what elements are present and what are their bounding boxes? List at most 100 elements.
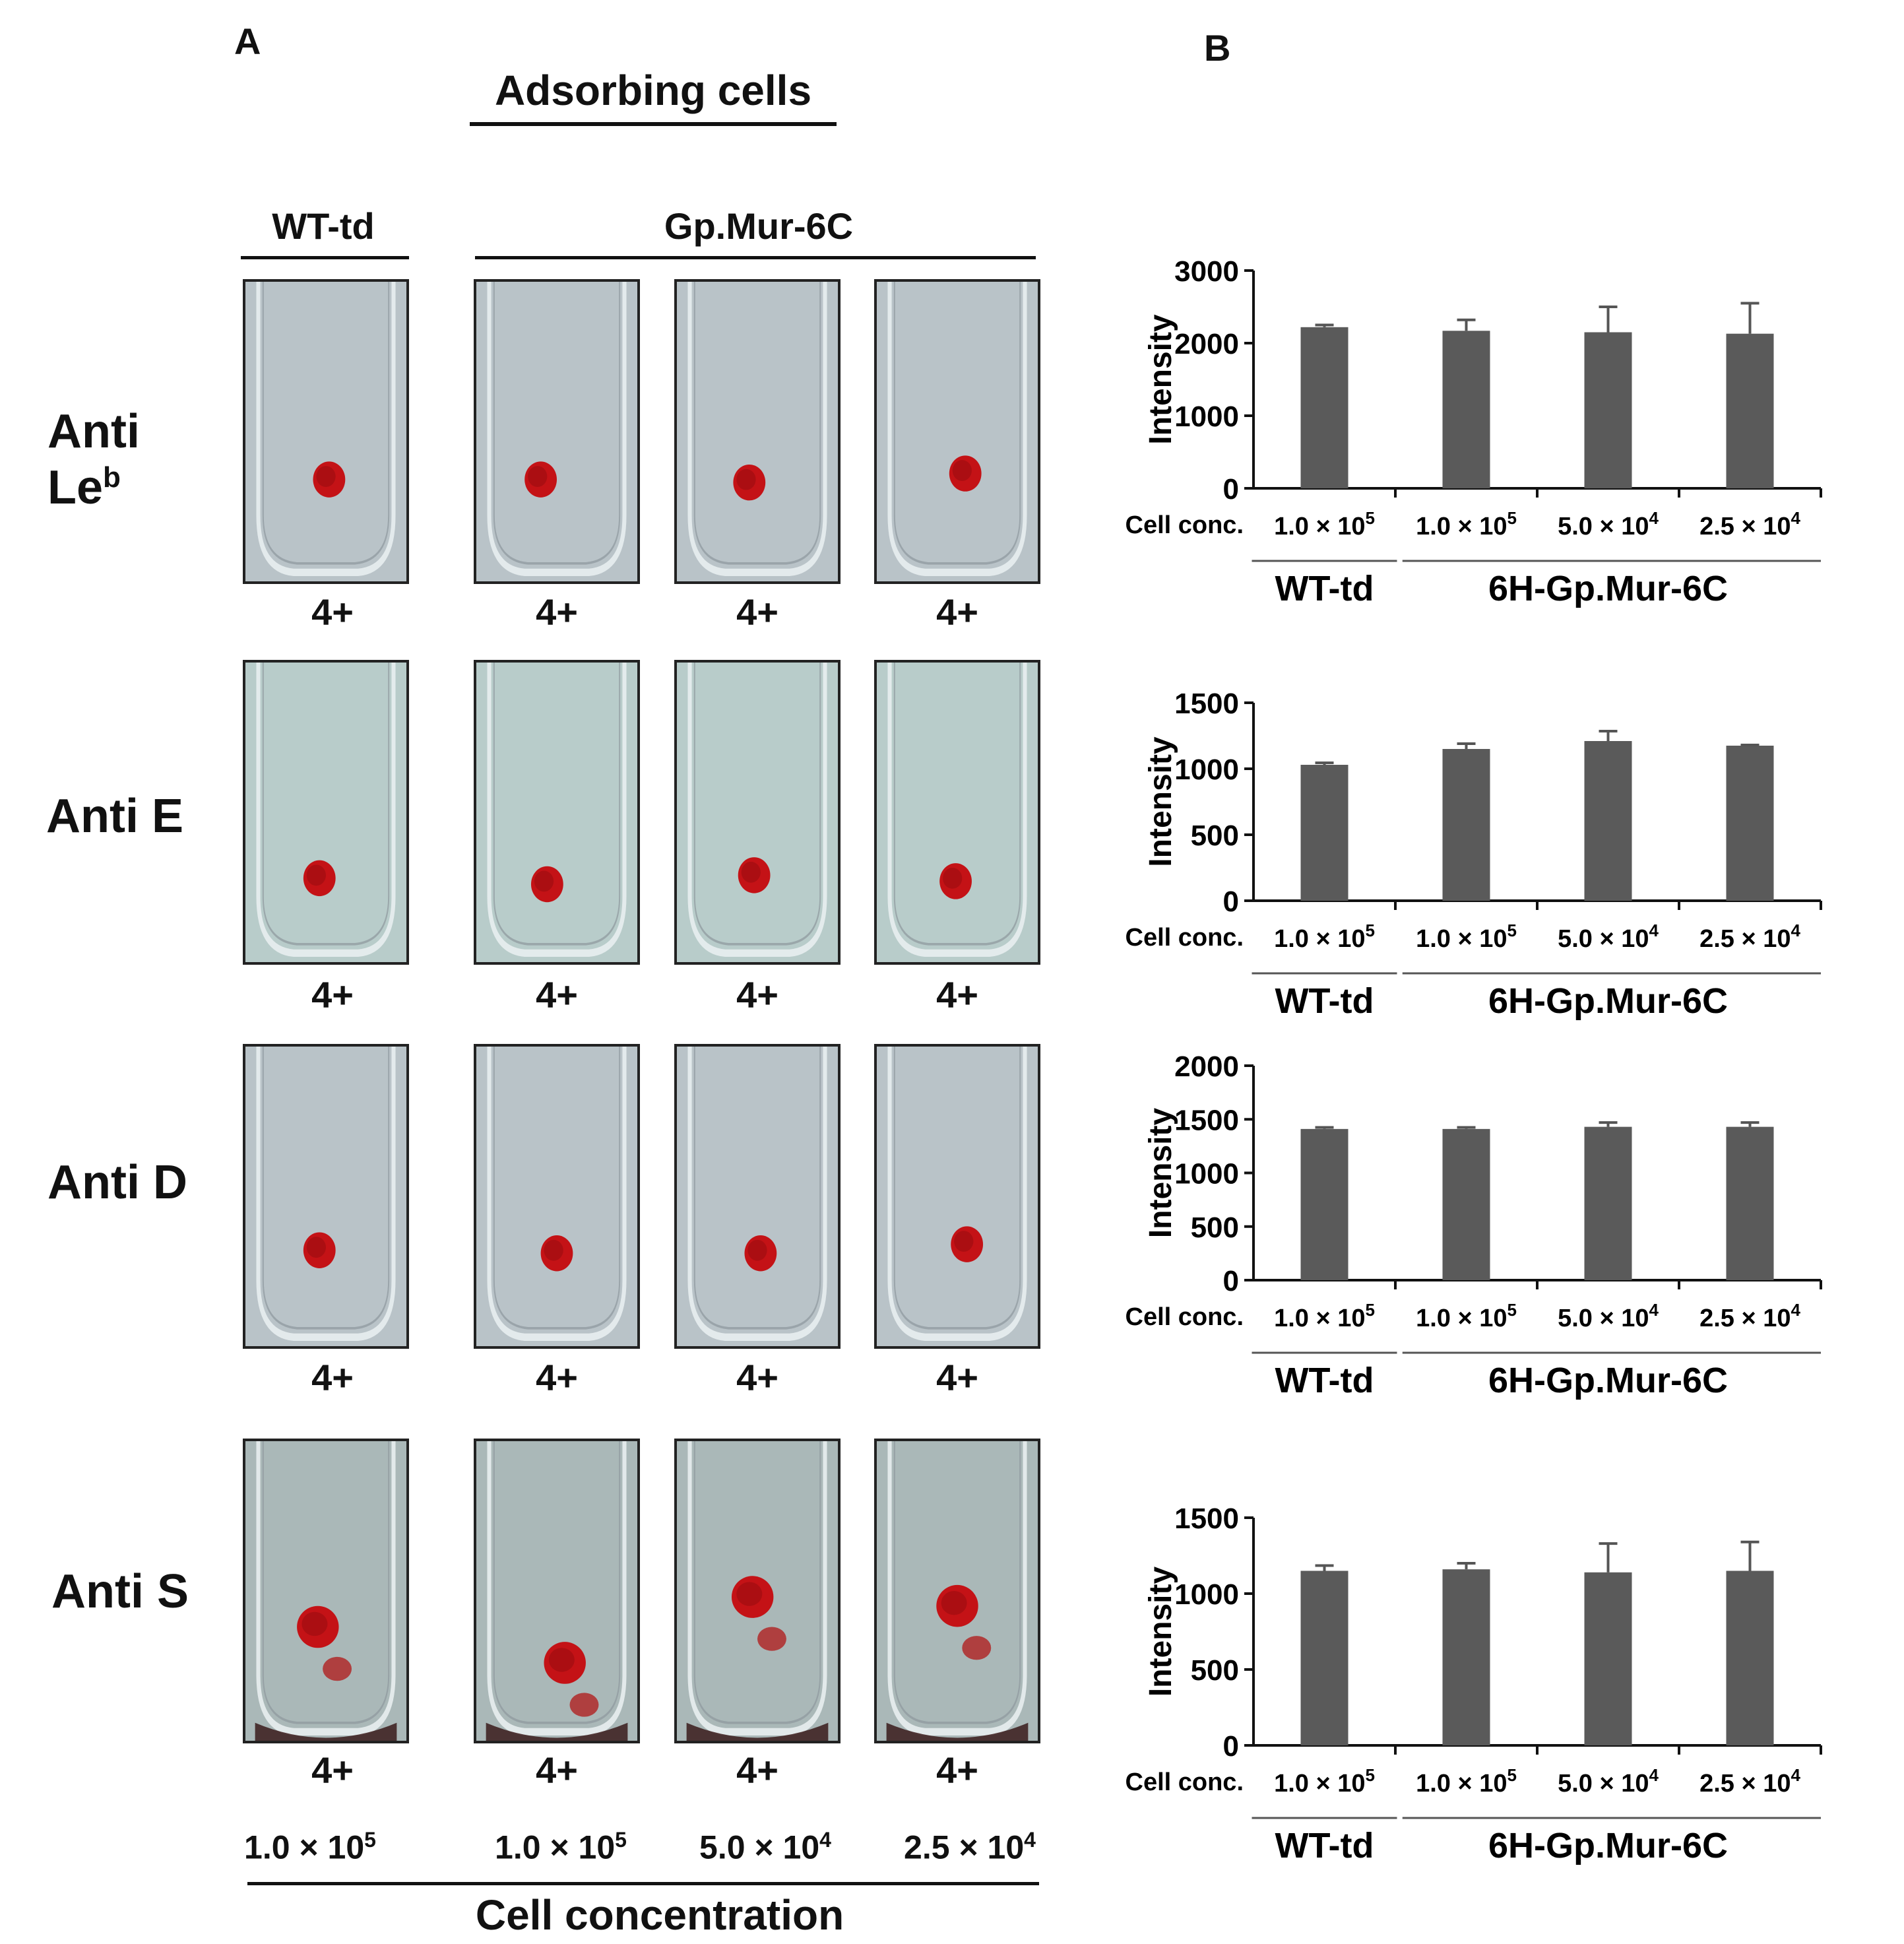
conc-label-3: 5.0 × 104 xyxy=(699,1828,831,1866)
y-tick-label: 0 xyxy=(1223,1730,1239,1763)
group-wt-label: WT-td xyxy=(1275,1826,1374,1865)
y-axis-label: Intensity xyxy=(1143,736,1178,867)
category-label-3: 5.0 × 104 xyxy=(1558,1300,1659,1332)
tube-anti-e-1 xyxy=(243,660,409,965)
row-label-anti-s: Anti S xyxy=(51,1565,189,1618)
cell-conc-label: Cell conc. xyxy=(1126,1303,1244,1331)
group-gp-label: 6H-Gp.Mur-6C xyxy=(1488,1826,1728,1865)
score-anti-e-4: 4+ xyxy=(936,974,978,1016)
y-axis-label: Intensity xyxy=(1143,314,1178,445)
group-gp-label: Gp.Mur-6C xyxy=(664,205,854,247)
bar-2 xyxy=(1442,1128,1490,1280)
score-anti-s-3: 4+ xyxy=(736,1749,778,1791)
category-label-4: 2.5 × 104 xyxy=(1699,1300,1800,1332)
adsorbing-cells-header: Adsorbing cells xyxy=(494,67,812,114)
row-label-anti-e: Anti E xyxy=(46,790,183,843)
cell-conc-label: Cell conc. xyxy=(1126,511,1244,539)
bar-chart-anti-s: Intensity 0 500 1000 1500 1.0 × 105 1.0 × 105 5… xyxy=(1126,1503,1822,1865)
tube-anti-e-4 xyxy=(874,660,1040,965)
tube-anti-e-3 xyxy=(674,660,841,965)
category-label-1: 1.0 × 105 xyxy=(1274,508,1375,540)
row-label-anti-d: Anti D xyxy=(48,1156,187,1209)
bar-chart-anti-leb: Intensity 0 1000 2000 3000 1.0 × 105 1.0 × 105… xyxy=(1126,255,1822,608)
header-underline xyxy=(470,122,837,126)
y-tick-label: 1000 xyxy=(1174,401,1239,433)
score-anti-e-2: 4+ xyxy=(536,974,578,1016)
score-anti-leb-1: 4+ xyxy=(311,591,354,633)
tube-anti-e-2 xyxy=(474,660,640,965)
tube-anti-s-1 xyxy=(243,1439,409,1743)
conc-label-1: 1.0 × 105 xyxy=(244,1828,376,1866)
panel-b-letter: B xyxy=(1204,27,1231,69)
score-anti-leb-4: 4+ xyxy=(936,591,978,633)
bar-1 xyxy=(1300,327,1349,488)
group-wt-label: WT-td xyxy=(1275,1361,1374,1400)
group-wt-label: WT-td xyxy=(272,205,375,247)
cell-conc-label: Cell conc. xyxy=(1126,1768,1244,1796)
score-anti-leb-2: 4+ xyxy=(536,591,578,633)
conc-label-2: 1.0 × 105 xyxy=(495,1828,627,1866)
tube-anti-leb-2 xyxy=(474,279,640,584)
y-axis-label: Intensity xyxy=(1143,1108,1178,1239)
group-gp-label: 6H-Gp.Mur-6C xyxy=(1488,1361,1728,1400)
bar-chart-anti-e: Intensity 0 500 1000 1500 1.0 × 105 1.0 × 105 5… xyxy=(1126,688,1822,1021)
cell-conc-label: Cell conc. xyxy=(1126,924,1244,952)
bar-2 xyxy=(1442,331,1490,488)
score-anti-d-3: 4+ xyxy=(736,1357,778,1398)
category-label-1: 1.0 × 105 xyxy=(1274,921,1375,953)
bar-2 xyxy=(1442,1569,1490,1745)
tube-anti-s-2 xyxy=(474,1439,640,1743)
group-gp-underline xyxy=(475,256,1036,259)
group-wt-label: WT-td xyxy=(1275,569,1374,608)
y-tick-label: 500 xyxy=(1191,820,1239,852)
category-label-2: 1.0 × 105 xyxy=(1416,508,1517,540)
y-axis-label: Intensity xyxy=(1143,1567,1178,1697)
y-tick-label: 0 xyxy=(1223,886,1239,918)
bar-1 xyxy=(1300,765,1349,901)
y-tick-label: 2000 xyxy=(1174,328,1239,360)
group-gp-label: 6H-Gp.Mur-6C xyxy=(1488,569,1728,608)
row-label-anti-leb: Anti Leb xyxy=(48,405,140,514)
category-label-1: 1.0 × 105 xyxy=(1274,1765,1375,1798)
score-anti-d-1: 4+ xyxy=(311,1357,354,1398)
tube-anti-s-4 xyxy=(874,1439,1040,1743)
bar-3 xyxy=(1584,741,1632,901)
category-label-4: 2.5 × 104 xyxy=(1699,921,1800,953)
category-label-2: 1.0 × 105 xyxy=(1416,1765,1517,1798)
category-label-3: 5.0 × 104 xyxy=(1558,508,1659,540)
y-tick-label: 0 xyxy=(1223,473,1239,505)
score-anti-s-2: 4+ xyxy=(536,1749,578,1791)
bar-2 xyxy=(1442,749,1490,901)
score-anti-e-1: 4+ xyxy=(311,974,354,1016)
score-anti-s-4: 4+ xyxy=(936,1749,978,1791)
category-label-3: 5.0 × 104 xyxy=(1558,921,1659,953)
bar-3 xyxy=(1584,332,1632,488)
category-label-1: 1.0 × 105 xyxy=(1274,1300,1375,1332)
bar-4 xyxy=(1726,1126,1774,1280)
cell-concentration-footer: Cell concentration xyxy=(475,1891,844,1939)
bar-4 xyxy=(1726,746,1774,901)
tube-anti-d-1 xyxy=(243,1044,409,1349)
conc-underline xyxy=(247,1882,1039,1885)
category-label-2: 1.0 × 105 xyxy=(1416,1300,1517,1332)
y-tick-label: 500 xyxy=(1191,1654,1239,1687)
category-label-4: 2.5 × 104 xyxy=(1699,508,1800,540)
score-anti-d-2: 4+ xyxy=(536,1357,578,1398)
y-tick-label: 500 xyxy=(1191,1212,1239,1244)
bar-chart-anti-d: Intensity 0 500 1000 1500 2000 1.0 × 105 1.0 × … xyxy=(1126,1053,1822,1400)
tube-anti-s-3 xyxy=(674,1439,841,1743)
conc-label-4: 2.5 × 104 xyxy=(904,1828,1036,1866)
category-label-3: 5.0 × 104 xyxy=(1558,1765,1659,1798)
tube-anti-d-3 xyxy=(674,1044,841,1349)
y-tick-label: 1000 xyxy=(1174,1158,1239,1190)
y-tick-label: 1500 xyxy=(1174,688,1239,720)
bar-4 xyxy=(1726,333,1774,488)
category-label-2: 1.0 × 105 xyxy=(1416,921,1517,953)
y-tick-label: 1000 xyxy=(1174,754,1239,786)
y-tick-label: 1500 xyxy=(1174,1104,1239,1136)
y-tick-label: 1500 xyxy=(1174,1503,1239,1535)
y-tick-label: 2000 xyxy=(1174,1053,1239,1083)
group-gp-label: 6H-Gp.Mur-6C xyxy=(1488,981,1728,1021)
group-wt-underline xyxy=(241,256,409,259)
bar-3 xyxy=(1584,1126,1632,1280)
